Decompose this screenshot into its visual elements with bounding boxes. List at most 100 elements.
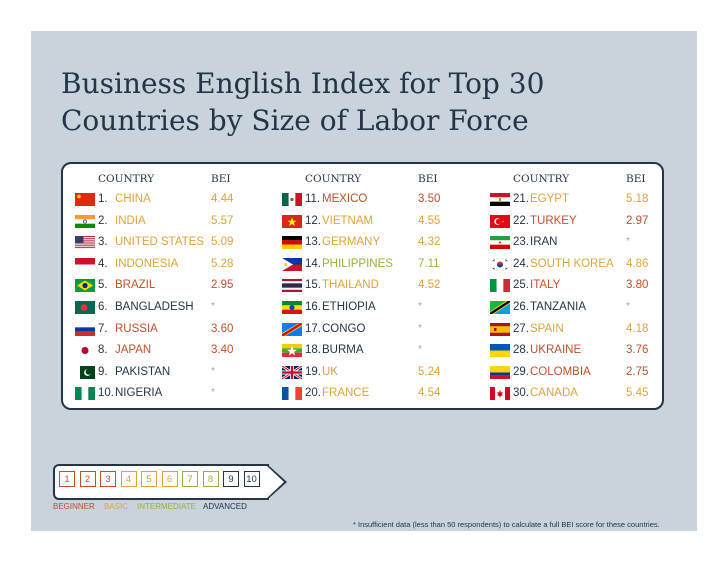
bei-header: BEI <box>626 173 646 185</box>
mx-flag-icon <box>282 193 302 206</box>
country-rank: 30. <box>513 387 529 400</box>
mm-flag-icon <box>282 344 302 358</box>
scale-step: 7 <box>182 471 198 487</box>
bei-score: 5.24 <box>418 365 441 378</box>
bei-score: 5.28 <box>211 257 234 270</box>
bei-score: 4.55 <box>418 214 441 227</box>
bei-score: 7.11 <box>418 257 440 270</box>
scale-step: 3 <box>100 471 116 487</box>
country-row: 14. PHILIPPINES 7.11 <box>280 255 480 277</box>
country-row: 9. PAKISTAN * <box>73 363 273 385</box>
country-rank: 23. <box>513 236 529 249</box>
country-row: 30. CANADA 5.45 <box>488 384 688 406</box>
cn-flag-icon <box>75 193 95 206</box>
country-name: BRAZIL <box>115 279 156 292</box>
scale-step: 1 <box>59 471 75 487</box>
country-row: 24. SOUTH KOREA 4.86 <box>488 255 688 277</box>
country-row: 7. RUSSIA 3.60 <box>73 320 273 342</box>
infographic-panel: Business English Index for Top 30 Countr… <box>31 31 697 531</box>
country-row: 2. INDIA 5.57 <box>73 212 273 234</box>
bei-score: * <box>418 344 422 356</box>
ua-flag-icon <box>490 344 510 358</box>
country-row: 1. CHINA 4.44 <box>73 190 273 212</box>
country-rank: 1. <box>98 193 108 205</box>
scale-step: 8 <box>202 471 219 487</box>
country-rank: 5. <box>98 279 108 292</box>
country-row: 15. THAILAND 4.52 <box>280 276 480 298</box>
country-name: TANZANIA <box>530 300 587 313</box>
country-name: MEXICO <box>322 193 368 205</box>
country-rank: 28. <box>513 344 529 357</box>
country-rank: 14. <box>305 257 321 270</box>
bei-score: 5.57 <box>211 214 234 227</box>
country-row: 12. VIETNAM 4.55 <box>280 212 480 234</box>
country-row: 26. TANZANIA * <box>488 298 688 320</box>
id-flag-icon <box>75 257 95 271</box>
bei-score: 3.76 <box>626 344 649 357</box>
bei-score: 4.44 <box>211 193 234 205</box>
country-row: 11. MEXICO 3.50 <box>280 190 480 212</box>
br-flag-icon <box>75 279 95 293</box>
country-name: BANGLADESH <box>115 300 194 313</box>
scale-step: 9 <box>223 471 239 487</box>
country-name: THAILAND <box>322 279 379 292</box>
country-row: 10. NIGERIA * <box>73 384 273 406</box>
scale-step: 6 <box>161 471 178 487</box>
kr-flag-icon <box>490 257 510 271</box>
bei-score: * <box>211 387 215 399</box>
country-header: COUNTRY <box>98 173 155 185</box>
country-column-3: COUNTRY BEI 21. EGYPT 5.18 22. TURKEY 2.97 23. IR… <box>488 172 688 406</box>
us-flag-icon <box>75 236 95 250</box>
country-name: SPAIN <box>530 322 564 335</box>
ca-flag-icon <box>490 387 510 401</box>
country-rank: 26. <box>513 300 529 313</box>
scale-label-beginner: BEGINNER <box>53 502 95 511</box>
country-name: UKRAINE <box>530 344 582 357</box>
bei-score: * <box>211 300 215 312</box>
country-row: 8. JAPAN 3.40 <box>73 341 273 363</box>
bd-flag-icon <box>75 300 95 314</box>
country-row: 22. TURKEY 2.97 <box>488 212 688 234</box>
country-row: 20. FRANCE 4.54 <box>280 384 480 406</box>
gb-flag-icon <box>282 365 302 379</box>
fr-flag-icon <box>282 387 302 401</box>
country-rank: 15. <box>305 279 321 292</box>
bei-score: 5.45 <box>626 387 649 400</box>
bei-score: 2.95 <box>211 279 234 292</box>
column-header: COUNTRY BEI <box>280 172 480 190</box>
country-header: COUNTRY <box>513 173 570 185</box>
country-name: CHINA <box>115 193 151 205</box>
country-name: NIGERIA <box>115 387 163 400</box>
bei-score: 2.97 <box>626 214 649 227</box>
country-name: SOUTH KOREA <box>530 257 614 270</box>
ir-flag-icon <box>490 236 510 250</box>
bei-header: BEI <box>418 173 438 185</box>
bei-score: 4.32 <box>418 236 441 249</box>
bei-score: * <box>626 236 630 248</box>
country-row: 13. GERMANY 4.32 <box>280 233 480 255</box>
column-header: COUNTRY BEI <box>488 172 688 190</box>
country-name: CANADA <box>530 387 578 400</box>
country-rank: 24. <box>513 257 529 270</box>
country-name: RUSSIA <box>115 322 158 335</box>
country-row: 23. IRAN * <box>488 233 688 255</box>
bei-score: 3.40 <box>211 344 234 357</box>
country-row: 29. COLOMBIA 2.75 <box>488 363 688 385</box>
bei-score: 3.60 <box>211 322 234 335</box>
bei-score: * <box>211 365 215 377</box>
ru-flag-icon <box>75 322 95 336</box>
country-rank: 11. <box>305 193 321 205</box>
country-rank: 17. <box>305 322 321 335</box>
country-row: 6. BANGLADESH * <box>73 298 273 320</box>
tz-flag-icon <box>490 300 510 314</box>
bei-score: 3.50 <box>418 193 441 205</box>
it-flag-icon <box>490 279 510 293</box>
country-name: PHILIPPINES <box>322 257 393 270</box>
country-name: PAKISTAN <box>115 365 171 378</box>
country-row: 28. UKRAINE 3.76 <box>488 341 688 363</box>
country-rank: 3. <box>98 236 108 249</box>
pk-flag-icon <box>75 365 95 379</box>
bei-score: * <box>418 322 422 334</box>
country-name: ITALY <box>530 279 561 292</box>
country-row: 21. EGYPT 5.18 <box>488 190 688 212</box>
